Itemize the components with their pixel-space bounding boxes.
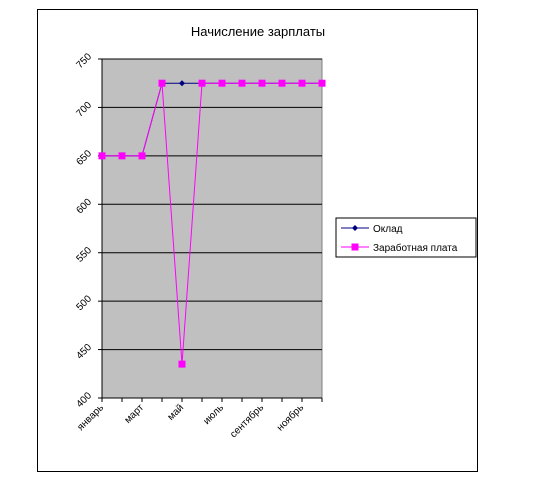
y-tick-label: 450 — [74, 342, 94, 362]
data-point — [179, 80, 185, 87]
y-tick-label: 500 — [74, 293, 94, 313]
legend-marker — [352, 225, 358, 231]
legend-label: Заработная плата — [373, 242, 458, 254]
plot-area — [101, 58, 323, 399]
y-tick-label: 600 — [74, 196, 94, 216]
x-tick-label: сентябрь — [228, 402, 267, 441]
data-point — [118, 152, 126, 160]
data-point — [138, 152, 146, 160]
data-point — [318, 79, 326, 87]
legend-label: Оклад — [373, 224, 403, 235]
x-tick-label: май — [166, 402, 187, 423]
y-tick-label: 550 — [74, 245, 94, 265]
data-point — [198, 79, 206, 87]
x-tick-label: июль — [201, 402, 226, 427]
y-tick-label: 650 — [74, 148, 94, 168]
x-tick-label: ноябрь — [274, 402, 306, 434]
legend: Оклад Заработная плата — [335, 217, 477, 258]
data-point — [238, 79, 246, 87]
legend-marker — [351, 243, 359, 251]
legend-box — [335, 217, 477, 258]
data-point — [98, 152, 106, 160]
y-tick-label: 400 — [74, 390, 94, 410]
x-tick-label: март — [123, 402, 147, 426]
data-point — [218, 79, 226, 87]
data-point — [278, 79, 286, 87]
chart-title: Начисление зарплаты — [191, 24, 325, 39]
y-tick-label: 700 — [74, 100, 94, 120]
data-point — [158, 79, 166, 87]
data-point — [258, 79, 266, 87]
data-point — [298, 79, 306, 87]
data-point — [178, 360, 186, 368]
y-tick-label: 750 — [74, 51, 94, 71]
